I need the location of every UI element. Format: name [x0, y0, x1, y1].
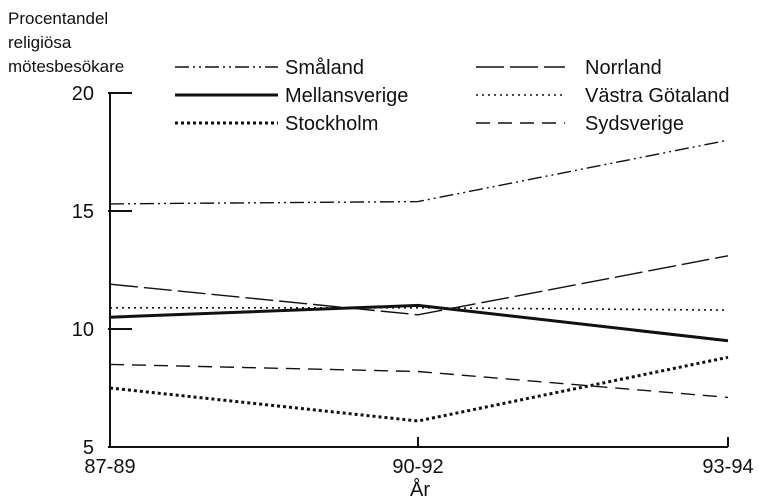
series-line-stockholm	[109, 355, 729, 423]
legend-label-småland: Småland	[285, 57, 364, 79]
y-axis-title-line-1: Procentandel	[8, 9, 108, 28]
y-tick-label-15: 15	[72, 201, 94, 223]
y-axis-title-line-3: mötesbesökare	[8, 57, 124, 76]
legend-label-stockholm: Stockholm	[285, 113, 378, 135]
x-tick-label-90-92: 90-92	[392, 456, 443, 478]
x-tick-label-93-94: 93-94	[702, 456, 753, 478]
series-lines	[109, 139, 729, 423]
legend-label-mellansverige: Mellansverige	[285, 85, 408, 107]
series-line-småland	[109, 139, 729, 205]
y-tick-label-10: 10	[72, 319, 94, 341]
legend: Småland Mellansverige Stockholm Norrland Väs…	[175, 57, 730, 135]
x-axis-title: År	[410, 478, 430, 500]
x-tick-label-87-89: 87-89	[84, 456, 135, 478]
legend-label-västra-götaland: Västra Götaland	[585, 85, 730, 107]
y-axis-title-line-2: religiösa	[8, 33, 72, 52]
y-tick-label-20: 20	[72, 83, 94, 105]
series-line-västra-götaland	[110, 306, 729, 311]
series-line-norrland	[109, 255, 729, 316]
series-line-mellansverige	[109, 303, 729, 343]
axes: 5 10 15 20 87-89 90-92 93-94	[72, 83, 754, 478]
legend-label-sydsverige: Sydsverige	[585, 113, 684, 135]
legend-label-norrland: Norrland	[585, 57, 662, 79]
y-tick-label-5: 5	[83, 437, 94, 459]
series-line-sydsverige	[109, 363, 729, 399]
y-axis-title: Procentandel religiösa mötesbesökare	[8, 9, 124, 76]
